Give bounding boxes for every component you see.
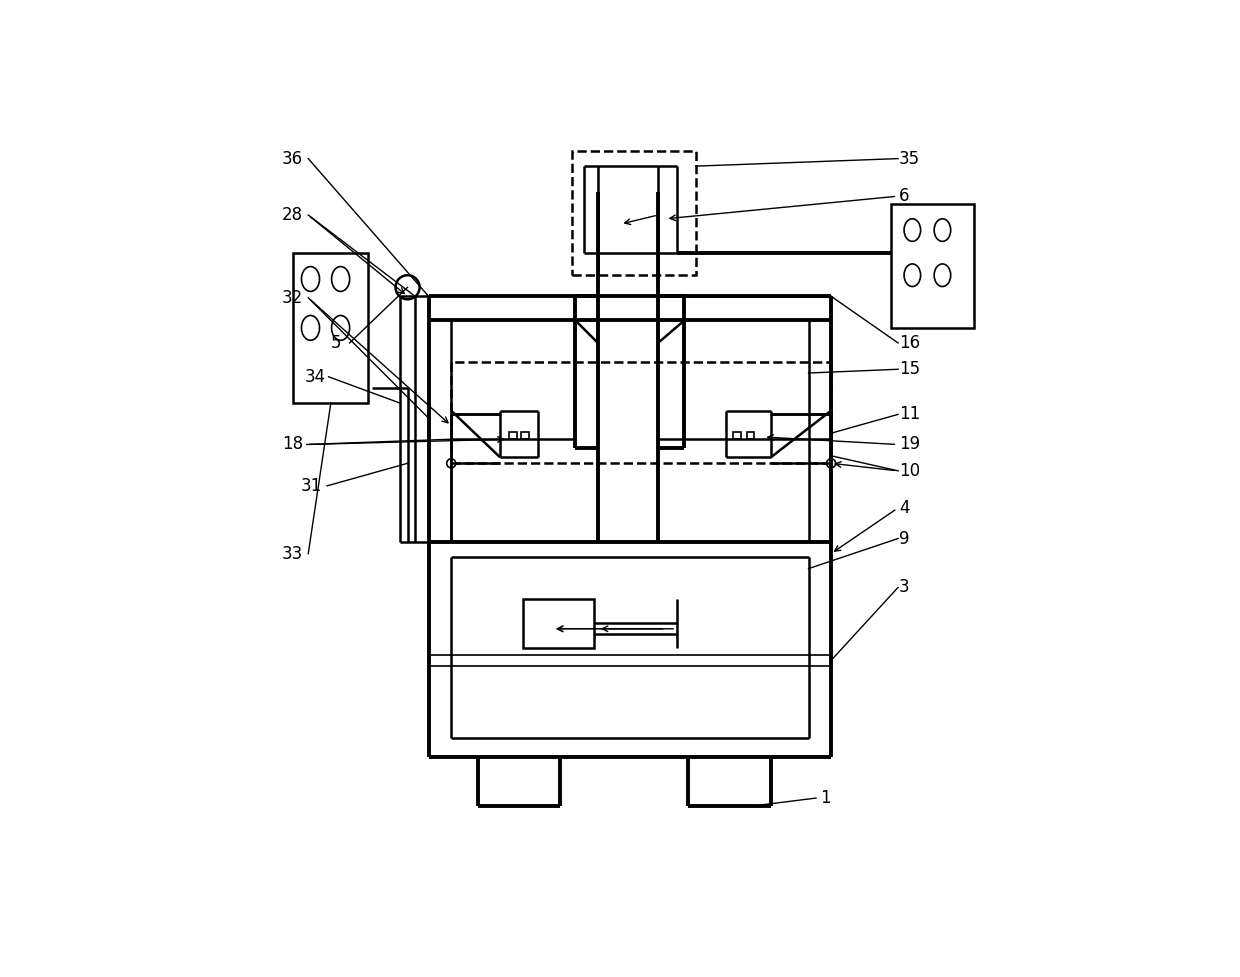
Bar [572,151,696,276]
Circle shape [446,459,456,468]
Bar [451,361,831,463]
Ellipse shape [331,316,350,340]
Bar [521,432,528,440]
Text: 19: 19 [899,436,920,453]
Bar [293,253,368,404]
Text: 34: 34 [305,367,326,386]
Text: 5: 5 [331,334,341,352]
Text: 3: 3 [899,578,909,596]
Text: 15: 15 [899,361,920,378]
Ellipse shape [934,219,951,241]
Bar [733,432,740,440]
Circle shape [396,276,419,299]
Ellipse shape [331,267,350,291]
Bar [522,599,594,648]
Text: 35: 35 [899,149,920,168]
Bar [892,204,975,328]
Ellipse shape [301,267,320,291]
Text: 31: 31 [301,477,322,495]
Ellipse shape [934,264,951,286]
Text: 33: 33 [281,544,303,563]
Text: 9: 9 [899,530,909,547]
Text: 10: 10 [899,462,920,480]
Ellipse shape [904,264,920,286]
Text: 28: 28 [281,206,303,224]
Circle shape [827,459,836,468]
Text: 32: 32 [281,289,303,307]
Ellipse shape [904,219,920,241]
Bar [510,432,517,440]
Text: 16: 16 [899,334,920,352]
Bar [746,432,754,440]
Ellipse shape [301,316,320,340]
Text: 11: 11 [899,405,920,423]
Text: 6: 6 [899,188,909,205]
Text: 18: 18 [281,436,303,453]
Text: 4: 4 [899,499,909,518]
Text: 36: 36 [281,149,303,168]
Text: 1: 1 [820,789,831,807]
